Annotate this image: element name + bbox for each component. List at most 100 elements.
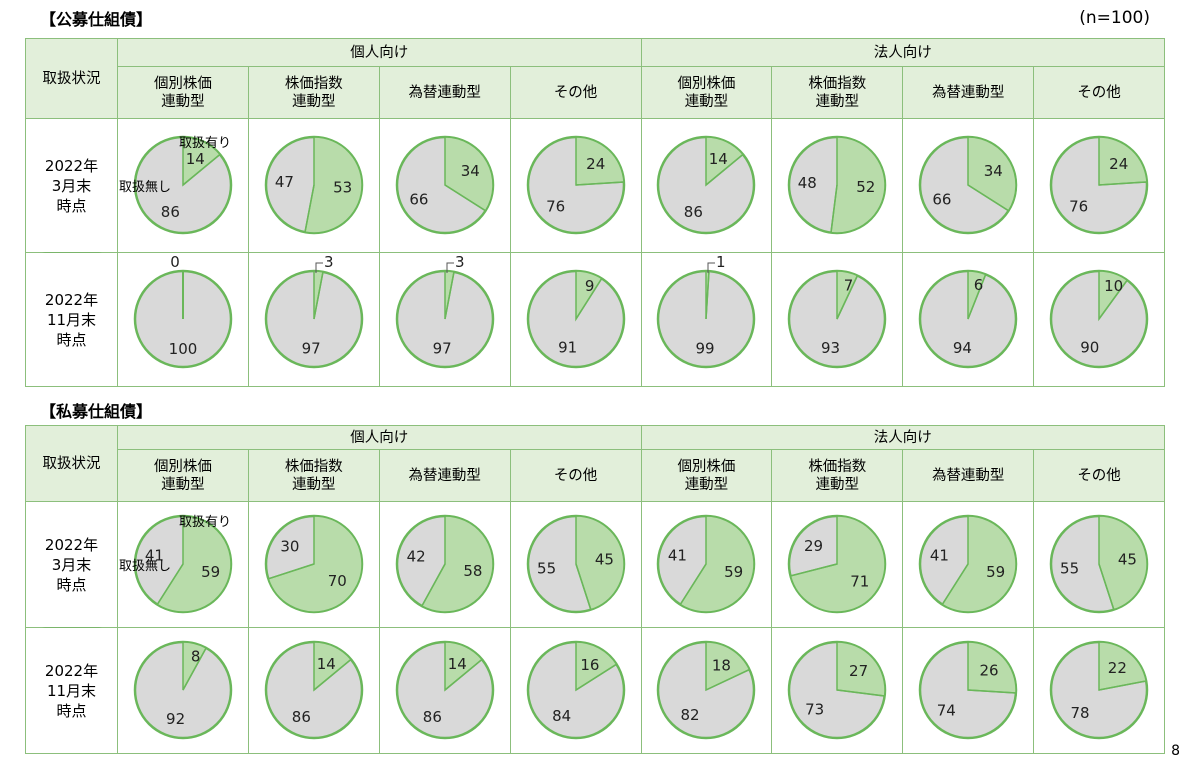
pie-label-yes: 59 (986, 563, 1005, 581)
pie-label-no: 86 (684, 202, 703, 220)
legend-label-no: 取扱無し (119, 180, 171, 195)
pie-label-no: 76 (546, 197, 565, 215)
pie-cell: 3 97 (247, 252, 380, 387)
pie-label-yes: 27 (849, 661, 868, 679)
pie-label-yes: 14 (317, 654, 336, 672)
pie-cell: 14 86 (378, 627, 511, 754)
pie-label-yes: 45 (1118, 550, 1137, 568)
pie-cell: 45 55 (509, 501, 642, 628)
pie-cell: 70 30 (247, 501, 380, 628)
pie-chart: 45 55 (526, 514, 625, 613)
pie-divider (1098, 563, 1115, 610)
pie-label-no: 48 (798, 174, 817, 192)
pie-slice-yes (705, 640, 751, 691)
pie-cell: 45 55 (1033, 501, 1165, 628)
pie-chart: 14 86 (395, 640, 494, 739)
pie-chart: 24 76 (1049, 135, 1149, 234)
pie-label-no: 100 (169, 339, 198, 357)
pie-chart: 59 41 (918, 514, 1018, 613)
column-header: 為替連動型 (902, 449, 1035, 502)
pie-label-no: 97 (432, 339, 451, 357)
pie-label-no: 91 (558, 338, 577, 356)
pie-divider (1098, 679, 1147, 691)
pie-divider (420, 563, 446, 606)
pie-label-no: 76 (1069, 197, 1088, 215)
pie-label-no: 47 (275, 173, 294, 191)
pie-label-no: 94 (953, 339, 972, 357)
pie-chart: 10 90 (1049, 269, 1149, 368)
pie-divider (1099, 180, 1148, 186)
column-header: その他 (509, 66, 642, 119)
pie-divider (182, 647, 207, 690)
pie-divider (182, 153, 221, 186)
pie-label-yes: 6 (974, 276, 984, 294)
row-header-label: 取扱状況 (25, 425, 118, 502)
pie-label-no: 86 (422, 707, 441, 725)
pie-leader-line (315, 262, 323, 273)
pie-divider (967, 273, 987, 319)
pie-label-yes: 34 (984, 162, 1003, 180)
pie-label-yes: 3 (324, 253, 334, 271)
pie-label-yes: 24 (1109, 155, 1128, 173)
pie-label-no: 99 (696, 339, 715, 357)
pie-label-yes: 7 (844, 276, 854, 294)
pie-leader-line (707, 262, 716, 273)
pie-slice-yes (303, 135, 363, 234)
pie-chart: 34 66 (918, 135, 1018, 234)
pie-label-no: 30 (280, 537, 299, 555)
pie-chart: 59 41 (657, 514, 756, 613)
pie-label-no: 66 (933, 190, 952, 208)
pie-cell: 14 86 (640, 118, 773, 253)
pie-label-yes: 70 (328, 571, 347, 589)
pie-label-yes: 26 (980, 661, 999, 679)
pie-label-yes: 53 (333, 178, 352, 196)
pie-label-no: 41 (668, 546, 687, 564)
pie-slice-yes (574, 640, 618, 691)
pie-label-no: 86 (292, 707, 311, 725)
pie-divider (444, 658, 483, 691)
pie-divider (706, 668, 751, 691)
pie-slice-yes (1098, 135, 1148, 186)
pie-label-yes: 71 (851, 572, 870, 590)
pie-label-no: 55 (1060, 559, 1079, 577)
pie-chart: 14 86 (657, 135, 756, 234)
pie-chart: 70 30 (264, 514, 364, 613)
pie-cell: 16 84 (509, 627, 642, 754)
pie-slice-yes (830, 135, 887, 234)
pie-chart: 7 93 (788, 269, 887, 368)
column-header: 個別株価 連動型 (117, 449, 249, 502)
pie-slice-yes (941, 514, 1017, 613)
column-header: 為替連動型 (902, 66, 1035, 119)
pie-label-no: 97 (301, 339, 320, 357)
private-section-title: 【私募仕組債】 (40, 402, 153, 421)
pie-slice-yes (836, 640, 887, 697)
pie-chart: 6 94 (918, 269, 1018, 368)
pie-slice-yes (1098, 514, 1148, 611)
pie-divider (156, 563, 184, 605)
pie-divider (575, 180, 624, 186)
pie-divider (267, 562, 315, 580)
pie-slice-yes (679, 514, 756, 613)
pie-label-yes: 14 (186, 149, 205, 167)
pie-chart: 53 47 (264, 135, 364, 234)
pie-slice-yes (267, 514, 363, 613)
pie-label-no: 86 (161, 202, 180, 220)
pie-divider (575, 663, 617, 691)
pie-divider (705, 270, 711, 319)
pie-label-yes: 59 (725, 563, 744, 581)
private-table: 取扱状況 個人向け 法人向け 個別株価 連動型 株価指数 連動型 為替連動型 その他… (25, 425, 1165, 754)
pie-label-yes: 58 (463, 562, 482, 580)
pie-cell: 0 100 (117, 252, 249, 387)
group-individual: 個人向け (117, 38, 642, 67)
pie-divider (304, 184, 315, 232)
pie-cell: 24 76 (1033, 118, 1165, 253)
pie-cell: 27 73 (771, 627, 904, 754)
pie-cell: 24 76 (509, 118, 642, 253)
pie-cell: 22 78 (1033, 627, 1165, 754)
pie-divider (705, 153, 744, 186)
group-individual: 個人向け (117, 425, 642, 450)
pie-label-no: 82 (681, 706, 700, 724)
pie-label-no: 42 (406, 547, 425, 565)
